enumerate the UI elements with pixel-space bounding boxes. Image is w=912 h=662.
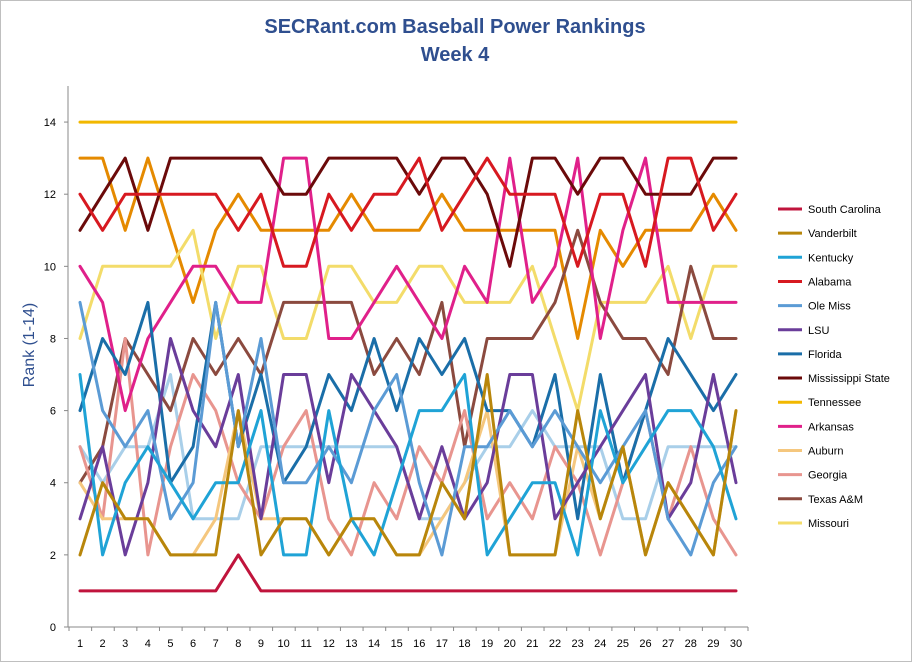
legend-entry-lsu: LSU (808, 325, 829, 337)
legend-entry-mississippi-state: Mississippi State (808, 373, 890, 385)
legend-entry-auburn: Auburn (808, 446, 843, 458)
x-tick-label: 4 (145, 638, 151, 650)
x-tick-label: 5 (167, 638, 173, 650)
x-tick-label: 25 (617, 638, 629, 650)
legend-entry-florida: Florida (808, 349, 843, 361)
series-line-south-carolina (78, 553, 738, 593)
x-tick-label: 2 (100, 638, 106, 650)
series-line-orange (78, 156, 738, 340)
y-tick-label: 12 (44, 189, 56, 201)
legend: South Carolina Vanderbilt Kentucky Alabama O… (778, 204, 890, 530)
y-tick-label: 6 (50, 406, 56, 418)
x-tick-label: 15 (391, 638, 403, 650)
y-axis-label: Rank (1-14) (21, 303, 38, 387)
x-tick-label: 6 (190, 638, 196, 650)
x-tick-label: 17 (436, 638, 448, 650)
x-tick-label: 29 (707, 638, 719, 650)
series-line-ole-miss (78, 300, 738, 557)
x-tick-label: 10 (277, 638, 289, 650)
legend-entry-ole-miss: Ole Miss (808, 301, 851, 313)
x-tick-label: 7 (213, 638, 219, 650)
y-tick-label: 4 (50, 478, 56, 490)
y-tick-label: 0 (50, 622, 56, 634)
x-tick-label: 24 (594, 638, 606, 650)
x-tick-label: 16 (413, 638, 425, 650)
legend-entry-vanderbilt: Vanderbilt (808, 228, 857, 240)
series-line-vanderbilt (78, 373, 738, 557)
x-tick-label: 13 (345, 638, 357, 650)
series-line-alabama (78, 156, 738, 268)
y-tick-label: 14 (44, 117, 56, 129)
x-tick-label: 27 (662, 638, 674, 650)
x-tick-label: 23 (572, 638, 584, 650)
series-line-texas-a-m (78, 228, 738, 485)
x-tick-label: 30 (730, 638, 742, 650)
x-tick-label: 19 (481, 638, 493, 650)
x-tick-label: 3 (122, 638, 128, 650)
legend-entry-missouri: Missouri (808, 518, 849, 530)
y-tick-label: 2 (50, 550, 56, 562)
x-tick-label: 21 (526, 638, 538, 650)
legend-entry-alabama: Alabama (808, 276, 852, 288)
chart-title: SECRant.com Baseball Power Rankings (264, 16, 645, 38)
y-tick-label: 10 (44, 261, 56, 273)
x-tick-label: 9 (258, 638, 264, 650)
legend-entry-south-carolina: South Carolina (808, 204, 882, 216)
x-tick-label: 28 (685, 638, 697, 650)
x-tick-label: 22 (549, 638, 561, 650)
legend-entry-georgia: Georgia (808, 470, 848, 482)
series-line-arkansas (78, 156, 738, 413)
chart-subtitle: Week 4 (421, 44, 490, 66)
x-tick-label: 14 (368, 638, 380, 650)
legend-entry-tennessee: Tennessee (808, 397, 861, 409)
x-tick-label: 20 (504, 638, 516, 650)
x-tick-label: 26 (639, 638, 651, 650)
y-tick-label: 8 (50, 333, 56, 345)
series-line-lsu (78, 337, 738, 557)
x-tick-label: 1 (77, 638, 83, 650)
legend-entry-kentucky: Kentucky (808, 252, 854, 264)
x-tick-label: 8 (235, 638, 241, 650)
x-tick-label: 12 (323, 638, 335, 650)
x-tick-label: 18 (458, 638, 470, 650)
legend-entry-arkansas: Arkansas (808, 421, 854, 433)
x-tick-label: 11 (300, 638, 311, 650)
series-lines (78, 120, 738, 593)
series-line-kentucky (78, 373, 738, 557)
legend-entry-texas-a-m: Texas A&M (808, 494, 863, 506)
